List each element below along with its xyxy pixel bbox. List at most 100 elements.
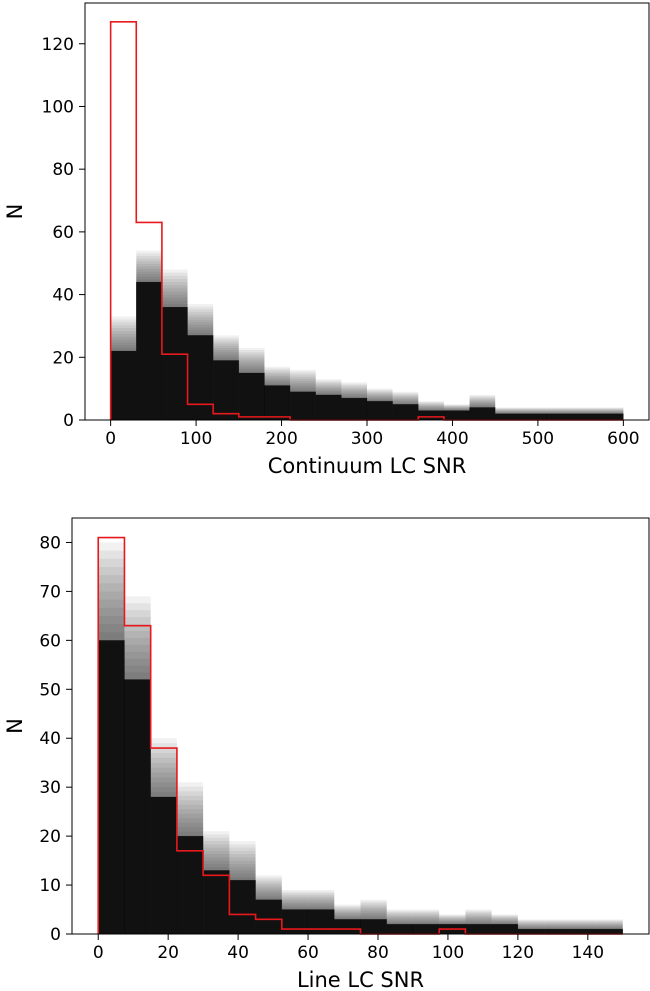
gray-bar-core xyxy=(494,413,522,421)
y-axis-label: N xyxy=(3,718,27,734)
gray-bar xyxy=(187,303,214,421)
gray-bar-core xyxy=(412,923,440,935)
gray-bar-layer xyxy=(596,923,623,934)
x-tick-label: 500 xyxy=(522,429,554,449)
y-tick-label: 20 xyxy=(52,348,74,368)
gray-bar-core xyxy=(465,923,492,935)
gray-bar-core xyxy=(341,397,368,421)
gray-bar xyxy=(360,899,388,935)
x-axis-label: Line LC SNR xyxy=(297,968,424,991)
y-tick-label: 70 xyxy=(39,582,61,602)
gray-bar-layer xyxy=(570,923,597,934)
x-tick-label: 60 xyxy=(297,943,319,963)
gray-bar xyxy=(150,738,178,935)
gray-bar-core xyxy=(212,360,240,421)
gray-bar-core xyxy=(289,391,317,421)
gray-bar-core xyxy=(307,909,335,935)
x-tick-label: 600 xyxy=(607,429,639,449)
x-tick-label: 300 xyxy=(351,429,383,449)
x-tick-label: 100 xyxy=(432,943,464,963)
gray-bar-core xyxy=(520,413,547,421)
gray-bar-core xyxy=(255,899,283,935)
x-tick-label: 40 xyxy=(227,943,249,963)
line-snr-histogram: 0 20 40 60 80 100 120 140 0 10 20 30 40 50 60 70 80 Line … xyxy=(3,517,650,991)
x-tick-label: 400 xyxy=(436,429,468,449)
gray-bar xyxy=(110,316,137,421)
gray-bar xyxy=(443,404,470,421)
gray-bar-core xyxy=(281,909,309,935)
gray-bar xyxy=(238,347,265,421)
gray-bar-core xyxy=(417,410,445,421)
x-tick-label: 100 xyxy=(180,429,212,449)
gray-bar xyxy=(135,250,163,421)
gray-bar xyxy=(465,909,492,935)
x-axis-label: Continuum LC SNR xyxy=(268,454,467,478)
gray-bar-core xyxy=(135,281,163,421)
gray-bar-core xyxy=(443,410,470,421)
y-tick-label: 0 xyxy=(63,411,74,431)
gray-bar xyxy=(469,394,496,421)
gray-bar xyxy=(392,391,419,421)
gray-bar xyxy=(161,269,188,421)
y-tick-label: 50 xyxy=(39,680,61,700)
x-tick-label: 200 xyxy=(265,429,297,449)
gray-bar-core xyxy=(187,335,214,421)
gray-bar xyxy=(255,875,283,935)
gray-bar-core xyxy=(264,385,291,421)
gray-bar xyxy=(264,366,291,421)
gray-bar-core xyxy=(97,640,125,935)
y-axis-label: N xyxy=(3,204,27,220)
gray-bar xyxy=(289,369,317,421)
gray-bar xyxy=(520,407,547,421)
gray-bar xyxy=(597,407,624,421)
gray-bar xyxy=(438,914,466,935)
y-tick-label: 60 xyxy=(39,631,61,651)
y-tick-label: 40 xyxy=(52,286,74,306)
gray-bar-core xyxy=(392,404,419,421)
gray-bar xyxy=(315,379,342,421)
gray-bar xyxy=(307,889,335,935)
gray-bar xyxy=(412,909,440,935)
red-step-outline xyxy=(109,21,624,421)
y-tick-label: 120 xyxy=(42,35,74,55)
gray-bar xyxy=(366,388,393,421)
gray-bar xyxy=(596,919,624,935)
continuum-snr-histogram: 0 100 200 300 400 500 600 0 20 40 60 80 100 120 Contin… xyxy=(3,2,650,478)
gray-bar xyxy=(202,831,230,935)
gray-bar-layer xyxy=(544,923,571,934)
gray-bar xyxy=(229,841,256,935)
gray-bar-core xyxy=(238,372,265,421)
gray-bar-core xyxy=(110,350,137,421)
gray-bar-layer xyxy=(596,922,623,934)
x-tick-label: 20 xyxy=(157,943,179,963)
gray-bar xyxy=(546,407,573,421)
gray-bar-core xyxy=(202,870,230,935)
y-tick-label: 80 xyxy=(39,533,61,553)
gray-bar-core xyxy=(597,413,624,421)
gray-bar-layer xyxy=(517,923,545,934)
gray-bar-core xyxy=(571,413,599,421)
y-tick-label: 60 xyxy=(52,223,74,243)
x-tick-label: 0 xyxy=(93,943,104,963)
x-tick-label: 140 xyxy=(572,943,604,963)
gray-bar-core xyxy=(176,835,204,935)
gray-bar xyxy=(494,407,522,421)
gray-bar-core xyxy=(333,919,361,935)
gray-bar xyxy=(543,919,571,935)
gray-bar-layer xyxy=(570,922,597,934)
gray-bar xyxy=(491,914,519,935)
gray-bar xyxy=(570,919,597,935)
y-tick-label: 30 xyxy=(39,778,61,798)
gray-bar-core xyxy=(315,394,342,421)
gray-bar xyxy=(97,542,125,935)
gray-bar-core xyxy=(386,923,414,935)
gray-bar xyxy=(517,919,545,935)
axes-frame xyxy=(71,517,650,935)
gray-bar-core xyxy=(150,796,178,935)
gray-bar xyxy=(571,407,599,421)
gray-bar-core xyxy=(229,879,256,935)
gray-bar-core xyxy=(161,306,188,421)
y-tick-label: 10 xyxy=(39,876,61,896)
y-tick-label: 100 xyxy=(42,97,74,117)
